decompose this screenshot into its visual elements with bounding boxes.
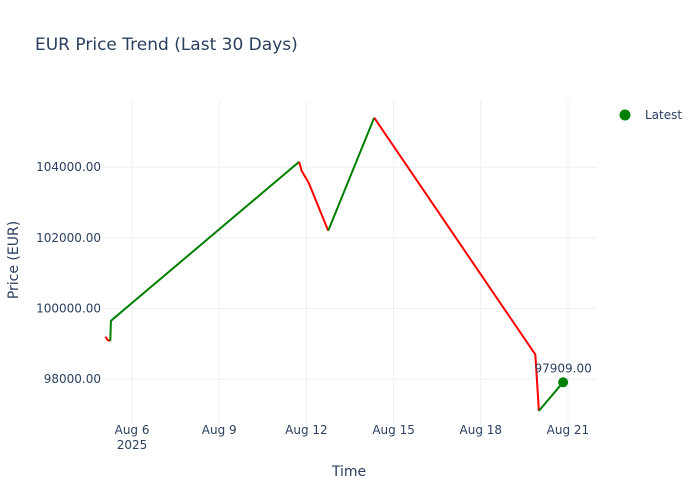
price-line-segment-up	[538, 381, 564, 412]
x-tick-label: Aug 6	[115, 423, 150, 437]
x-axis-label: Time	[331, 464, 366, 480]
y-tick-label: 102000.00	[36, 231, 101, 245]
x-tick-label: Aug 9	[202, 423, 237, 437]
axis-layer: 98000.00 100000.00 102000.00 104000.00 Aug 6…	[36, 160, 589, 452]
x-tick-label: Aug 21	[547, 423, 590, 437]
latest-price-marker	[558, 377, 569, 388]
y-tick-label: 100000.00	[36, 301, 101, 315]
chart-title: EUR Price Trend (Last 30 Days)	[35, 35, 298, 55]
price-line-segment-up	[109, 161, 300, 341]
y-tick-label: 98000.00	[44, 372, 101, 386]
legend-marker-latest	[619, 109, 631, 121]
y-tick-label: 104000.00	[36, 160, 101, 174]
price-line-segment-down	[298, 161, 330, 232]
legend-label-latest: Latest	[645, 108, 682, 122]
series-layer: 97909.00	[104, 117, 592, 412]
x-tick-label: Aug 12	[285, 423, 328, 437]
x-tick-label: Aug 15	[372, 423, 415, 437]
x-tick-year-label: 2025	[117, 438, 148, 452]
grid-layer	[103, 100, 597, 425]
y-axis-label: Price (EUR)	[6, 221, 22, 299]
price-line-segment-up	[327, 117, 376, 232]
latest-price-label: 97909.00	[534, 361, 591, 375]
legend[interactable]: Latest	[619, 108, 683, 122]
x-tick-label: Aug 18	[460, 423, 503, 437]
price-line-segment-down	[373, 117, 540, 411]
